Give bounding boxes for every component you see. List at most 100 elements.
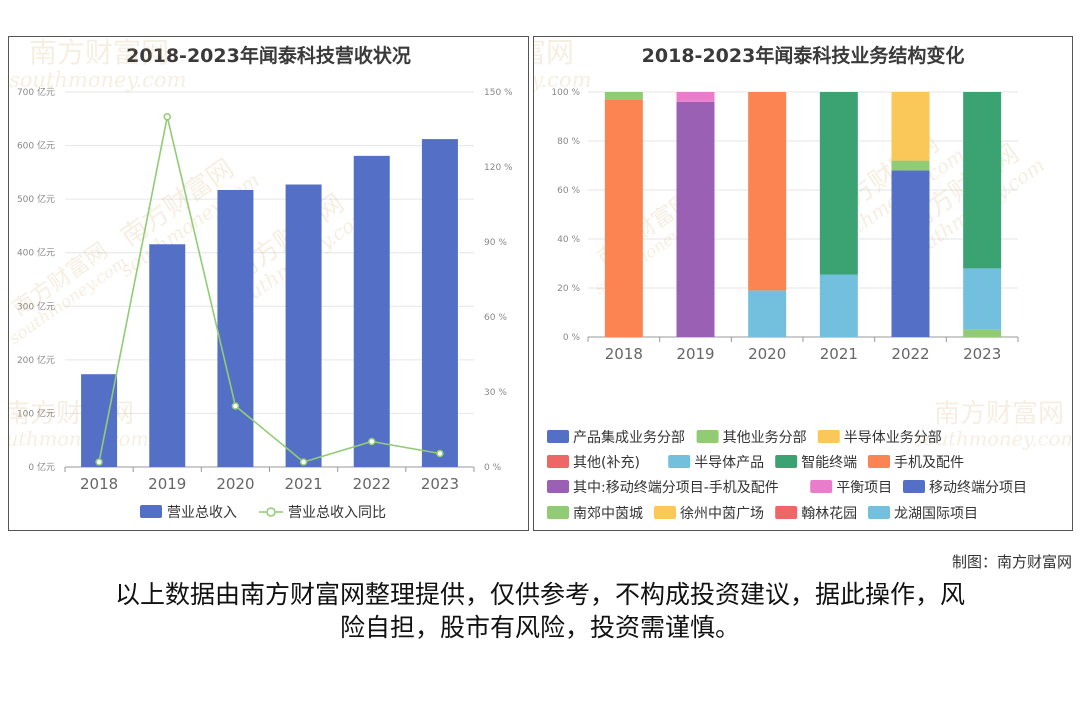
legend-swatch: [696, 430, 719, 443]
legend-label: 智能终端: [801, 455, 857, 471]
stack-segment: [748, 92, 787, 291]
watermark-cn: 南方财富网: [534, 37, 574, 69]
legend-label: 手机及配件: [894, 455, 964, 471]
legend-label: 其他(补充): [573, 455, 640, 471]
stack-segment: [604, 99, 643, 337]
y-right-tick: 60 %: [484, 313, 507, 323]
legend-label: 南郊中茵城: [573, 505, 643, 522]
legend-swatch: [547, 455, 569, 468]
y-tick: 80 %: [557, 137, 580, 147]
disclaimer-line-1: 以上数据由南方财富网整理提供，仅供参考，不构成投资建议，据此操作，风: [114, 580, 965, 609]
legend-swatch: [547, 430, 569, 443]
x-tick-label: 2018: [605, 345, 643, 363]
watermark-cn: 南方财富网: [29, 37, 169, 69]
chart-credit: 制图：南方财富网: [951, 553, 1072, 571]
revenue-bar: [285, 184, 322, 467]
y-right-tick: 0 %: [484, 463, 502, 473]
structure-chart-title: 2018-2023年闻泰科技业务结构变化: [641, 45, 965, 67]
y-left-tick: 600 亿元: [17, 140, 55, 152]
stack-segment: [676, 101, 715, 337]
y-tick: 40 %: [557, 235, 580, 245]
stack-segment: [676, 92, 715, 102]
disclaimer-line-2: 险自担，股市有风险，投资需谨慎。: [339, 613, 740, 642]
y-right-tick: 90 %: [484, 238, 507, 248]
yoy-point: [436, 449, 444, 458]
x-tick-label: 2022: [353, 475, 391, 493]
y-left-tick: 200 亿元: [17, 354, 55, 366]
y-left-tick: 400 亿元: [17, 247, 55, 259]
stack-segment: [963, 329, 1002, 337]
legend-swatch: [775, 506, 798, 519]
y-tick: 100 %: [551, 88, 580, 98]
revenue-chart-title: 2018-2023年闻泰科技营收状况: [126, 45, 411, 67]
legend-label: 翰林花园: [801, 506, 857, 522]
x-tick-label: 2020: [748, 345, 786, 363]
y-left-tick: 700 亿元: [17, 86, 55, 98]
watermark-en: southmoney.com: [9, 68, 187, 92]
legend-label: 半导体业务分部: [844, 430, 942, 446]
legend-swatch: [668, 455, 691, 468]
legend-label: 移动终端分项目: [929, 480, 1027, 496]
x-tick-label: 2021: [820, 345, 858, 363]
y-left-tick: 500 亿元: [17, 193, 55, 205]
legend-label: 徐州中茵广场: [680, 506, 764, 522]
legend-swatch: [547, 480, 569, 493]
x-tick-label: 2022: [891, 345, 929, 363]
y-right-tick: 120 %: [484, 163, 513, 173]
revenue-bar: [217, 189, 254, 467]
watermark-en: southmoney.com: [9, 427, 149, 450]
y-left-tick: 100 亿元: [17, 407, 55, 419]
y-right-tick: 30 %: [484, 388, 507, 398]
legend-marker-yoy: [266, 507, 276, 517]
legend-label: 产品集成业务分部: [573, 429, 685, 446]
yoy-point: [163, 113, 171, 121]
legend-label-yoy: 营业总收入同比: [288, 505, 386, 521]
y-left-tick: 300 亿元: [17, 300, 55, 312]
disclaimer: 以上数据由南方财富网整理提供，仅供参考，不构成投资建议，据此操作，风 险自担，股…: [0, 578, 1080, 644]
y-tick: 0 %: [563, 333, 581, 343]
stack-segment: [963, 92, 1002, 269]
x-tick-label: 2023: [421, 475, 459, 493]
stack-segment: [891, 160, 930, 171]
legend-label: 龙湖国际项目: [894, 506, 978, 522]
revenue-bar: [421, 139, 458, 467]
x-tick-label: 2023: [963, 345, 1001, 363]
legend-label-revenue: 营业总收入: [167, 505, 237, 521]
watermark-en: southmoney.com: [534, 68, 592, 92]
legend-swatch-revenue: [140, 505, 162, 518]
legend-label: 平衡项目: [836, 480, 892, 496]
legend-swatch: [654, 506, 676, 519]
legend-swatch: [810, 480, 833, 493]
legend-swatch: [903, 480, 925, 493]
revenue-chart-panel: 2018-2023年闻泰科技营收状况 0 亿元 100 亿元 200 亿元 300 亿…: [8, 36, 529, 531]
yoy-line: [98, 116, 441, 463]
y-right-tick: 150 %: [484, 88, 513, 98]
yoy-point: [95, 458, 103, 466]
legend-swatch: [547, 506, 569, 519]
stack-segment: [819, 92, 858, 275]
x-tick-label: 2019: [148, 475, 186, 493]
legend-swatch: [868, 455, 890, 468]
revenue-bar: [353, 155, 390, 467]
stack-segment: [963, 268, 1002, 330]
stack-segment: [604, 92, 643, 100]
x-tick-label: 2018: [80, 475, 118, 493]
legend-swatch: [775, 455, 798, 468]
revenue-bar: [149, 244, 186, 467]
watermark-cn: 南方财富网: [934, 399, 1064, 429]
legend-label: 其中:移动终端分项目-手机及配件: [573, 480, 779, 496]
x-tick-label: 2020: [216, 475, 254, 493]
yoy-point: [299, 458, 308, 466]
y-tick: 20 %: [557, 284, 580, 294]
stack-segment: [891, 170, 930, 337]
x-tick-label: 2019: [676, 345, 714, 363]
structure-chart-svg: 0 %20 %40 %60 %80 %100 %南方财富网southmoney.…: [534, 37, 1072, 522]
structure-chart-panel: 2018-2023年闻泰科技业务结构变化 0 % 20 % 40 % 60 % 80 %…: [533, 36, 1073, 531]
x-tick-label: 2021: [284, 475, 322, 493]
stack-segment: [891, 92, 930, 161]
watermark-en: southmoney.com: [914, 427, 1072, 450]
y-tick: 60 %: [557, 186, 580, 196]
legend-label: 半导体产品: [694, 455, 764, 471]
revenue-chart-svg: 0 亿元 100 亿元 200 亿元 300 亿元 400 亿元 500 亿元 600 亿元…: [9, 37, 513, 521]
legend-swatch: [817, 430, 840, 443]
